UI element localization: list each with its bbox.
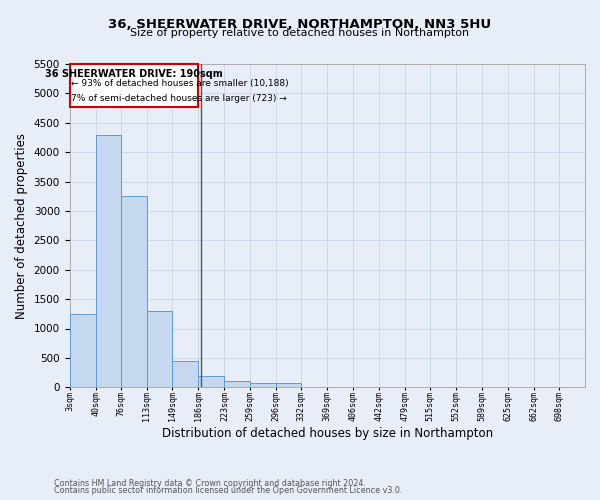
Text: ← 93% of detached houses are smaller (10,188): ← 93% of detached houses are smaller (10… xyxy=(71,78,289,88)
Bar xyxy=(70,314,95,388)
Text: 36 SHEERWATER DRIVE: 190sqm: 36 SHEERWATER DRIVE: 190sqm xyxy=(45,68,223,78)
Bar xyxy=(172,361,199,388)
Bar xyxy=(199,376,224,388)
Bar xyxy=(224,382,250,388)
Bar xyxy=(121,196,147,388)
FancyBboxPatch shape xyxy=(70,64,199,108)
Text: Contains HM Land Registry data © Crown copyright and database right 2024.: Contains HM Land Registry data © Crown c… xyxy=(54,478,366,488)
Bar xyxy=(276,383,301,388)
Bar xyxy=(147,311,172,388)
Bar xyxy=(95,134,121,388)
Text: Size of property relative to detached houses in Northampton: Size of property relative to detached ho… xyxy=(130,28,470,38)
Y-axis label: Number of detached properties: Number of detached properties xyxy=(15,132,28,318)
Text: 36, SHEERWATER DRIVE, NORTHAMPTON, NN3 5HU: 36, SHEERWATER DRIVE, NORTHAMPTON, NN3 5… xyxy=(109,18,491,30)
Bar xyxy=(250,383,276,388)
Text: 7% of semi-detached houses are larger (723) →: 7% of semi-detached houses are larger (7… xyxy=(71,94,287,102)
X-axis label: Distribution of detached houses by size in Northampton: Distribution of detached houses by size … xyxy=(162,427,493,440)
Text: Contains public sector information licensed under the Open Government Licence v3: Contains public sector information licen… xyxy=(54,486,403,495)
